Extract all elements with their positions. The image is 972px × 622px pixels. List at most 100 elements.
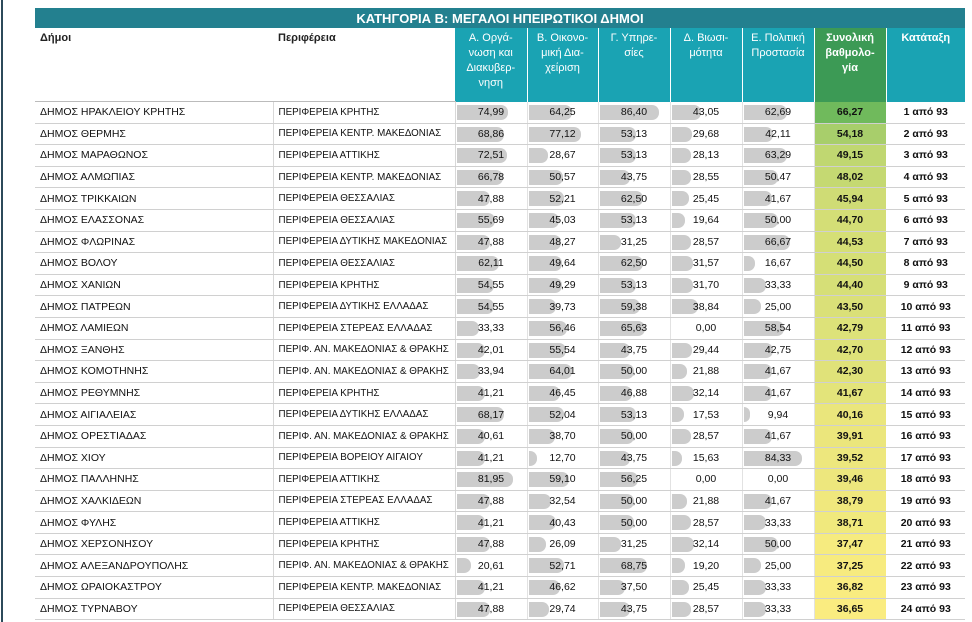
column-header: Γ. Υπηρε- σίες — [598, 28, 671, 102]
score-value: 52,04 — [549, 408, 576, 421]
score-bar — [456, 234, 490, 250]
score-value: 46,88 — [620, 387, 648, 400]
score-value: 41,67 — [764, 387, 792, 400]
table-row: ΔΗΜΟΣ ΘΕΡΜΗΣ ΠΕΡΙΦΕΡΕΙΑ ΚΕΝΤΡ. ΜΑΚΕΔΟΝΙΑΣ… — [35, 123, 965, 146]
score-value: 33,33 — [764, 581, 792, 594]
total-score: 36,65 — [814, 598, 887, 621]
score-value: 31,70 — [692, 279, 720, 292]
rank: 23 από 93 — [886, 576, 965, 599]
region: ΠΕΡΙΦΕΡΕΙΑ ΘΕΣΣΑΛΙΑΣ — [273, 187, 456, 210]
header-row: Δήμοι Περιφέρεια Α. Οργά- νωση και Διακυβε… — [35, 28, 965, 102]
score-cell: 41,67 — [742, 187, 815, 210]
score-bar — [743, 126, 773, 142]
score-value: 52,21 — [549, 192, 576, 205]
score-value: 43,05 — [692, 106, 720, 119]
score-cell: 32,54 — [527, 490, 599, 513]
total-score: 44,40 — [814, 274, 887, 297]
score-value: 38,84 — [692, 300, 720, 313]
score-value: 64,01 — [549, 365, 576, 378]
score-value: 42,75 — [764, 343, 792, 356]
score-value: 25,00 — [764, 300, 792, 313]
rank: 8 από 93 — [886, 252, 965, 275]
municipality: ΔΗΜΟΣ ΟΡΕΣΤΙΑΔΑΣ — [35, 425, 274, 448]
region: ΠΕΡΙΦ. ΑΝ. ΜΑΚΕΔΟΝΙΑΣ & ΘΡΑΚΗΣ — [273, 425, 456, 448]
score-bar — [599, 277, 637, 293]
score-bar — [743, 299, 761, 315]
score-bar — [743, 104, 787, 120]
score-bar — [743, 169, 779, 185]
table-row: ΔΗΜΟΣ ΛΑΜΙΕΩΝ ΠΕΡΙΦΕΡΕΙΑ ΣΤΕΡΕΑΣ ΕΛΛΑΔΑΣ 3… — [35, 317, 965, 340]
score-bar — [599, 601, 630, 617]
score-value: 65,63 — [620, 322, 648, 335]
score-cell: 66,78 — [455, 166, 528, 189]
region: ΠΕΡΙΦΕΡΕΙΑ ΘΕΣΣΑΛΙΑΣ — [273, 598, 456, 621]
score-cell: 19,20 — [670, 554, 743, 578]
score-bar — [599, 450, 630, 466]
total-score: 36,82 — [814, 576, 887, 599]
score-bar — [743, 450, 802, 466]
score-value: 19,64 — [692, 214, 720, 227]
score-value: 9,94 — [767, 408, 789, 421]
score-value: 59,10 — [549, 473, 576, 486]
score-bar — [599, 536, 622, 552]
score-cell: 46,88 — [598, 382, 671, 405]
score-bar — [671, 385, 694, 401]
region: ΠΕΡΙΦ. ΑΝ. ΜΑΚΕΔΟΝΙΑΣ & ΘΡΑΚΗΣ — [273, 554, 456, 578]
score-cell: 0,00 — [670, 468, 743, 491]
score-bar — [599, 407, 637, 423]
score-cell: 84,33 — [742, 447, 815, 470]
score-bar — [599, 558, 647, 574]
rank: 2 από 93 — [886, 123, 965, 146]
table-row: ΔΗΜΟΣ ΧΑΛΚΙΔΕΩΝ ΠΕΡΙΦΕΡΕΙΑ ΣΤΕΡΕΑΣ ΕΛΛΑΔΑ… — [35, 490, 965, 513]
score-cell: 81,95 — [455, 468, 528, 491]
score-bar — [528, 364, 573, 380]
total-score: 38,79 — [814, 490, 887, 513]
score-bar — [671, 407, 684, 423]
total-score: 39,91 — [814, 425, 887, 448]
municipality: ΔΗΜΟΣ ΘΕΡΜΗΣ — [35, 123, 274, 146]
score-cell: 50,00 — [742, 209, 815, 232]
score-bar — [528, 234, 562, 250]
score-bar — [599, 320, 645, 336]
score-cell: 17,53 — [670, 403, 743, 426]
score-cell: 53,13 — [598, 144, 671, 167]
score-cell: 53,13 — [598, 209, 671, 232]
municipality: ΔΗΜΟΣ ΚΟΜΟΤΗΝΗΣ — [35, 360, 274, 383]
score-value: 42,01 — [477, 343, 505, 356]
score-cell: 33,94 — [455, 360, 528, 383]
score-cell: 29,74 — [527, 598, 599, 621]
table-row: ΔΗΜΟΣ ΤΡΙΚΚΑΙΩΝ ΠΕΡΙΦΕΡΕΙΑ ΘΕΣΣΑΛΙΑΣ 47,88… — [35, 187, 965, 210]
score-bar — [528, 148, 548, 164]
score-bar — [671, 191, 690, 207]
score-value: 50,00 — [620, 430, 648, 443]
score-value: 40,61 — [477, 430, 505, 443]
table-row: ΔΗΜΟΣ ΠΑΛΛΗΝΗΣ ΠΕΡΙΦΕΡΕΙΑ ΑΤΤΙΚΗΣ 81,95 59,… — [35, 468, 965, 491]
score-value: 33,33 — [477, 322, 505, 335]
score-bar — [599, 299, 641, 315]
municipality: ΔΗΜΟΣ ΗΡΑΚΛΕΙΟΥ ΚΡΗΤΗΣ — [35, 101, 274, 124]
score-cell: 43,75 — [598, 447, 671, 470]
table-row: ΔΗΜΟΣ ΚΟΜΟΤΗΝΗΣ ΠΕΡΙΦ. ΑΝ. ΜΑΚΕΔΟΝΙΑΣ & Θ… — [35, 360, 965, 383]
score-cell: 52,71 — [527, 554, 599, 578]
score-bar — [671, 536, 694, 552]
rank: 20 από 93 — [886, 511, 965, 534]
score-value: 45,03 — [549, 214, 576, 227]
municipality: ΔΗΜΟΣ ΑΛΜΩΠΙΑΣ — [35, 166, 274, 189]
score-bar — [671, 558, 685, 574]
score-bar — [599, 428, 634, 444]
score-bar — [456, 104, 509, 120]
score-value: 28,13 — [692, 149, 720, 162]
score-bar — [528, 493, 551, 509]
score-bar — [456, 493, 490, 509]
municipality: ΔΗΜΟΣ ΧΑΝΙΩΝ — [35, 274, 274, 297]
score-bar — [599, 364, 634, 380]
score-cell: 63,29 — [742, 144, 815, 167]
rank: 22 από 93 — [886, 554, 965, 578]
score-cell: 31,70 — [670, 274, 743, 297]
score-bar — [671, 515, 692, 531]
score-value: 47,88 — [477, 494, 505, 507]
score-bar — [599, 234, 622, 250]
municipality: ΔΗΜΟΣ ΕΛΑΣΣΟΝΑΣ — [35, 209, 274, 232]
table-row: ΔΗΜΟΣ ΦΛΩΡΙΝΑΣ ΠΕΡΙΦΕΡΕΙΑ ΔΥΤΙΚΗΣ ΜΑΚΕΔΟΝ… — [35, 231, 965, 254]
